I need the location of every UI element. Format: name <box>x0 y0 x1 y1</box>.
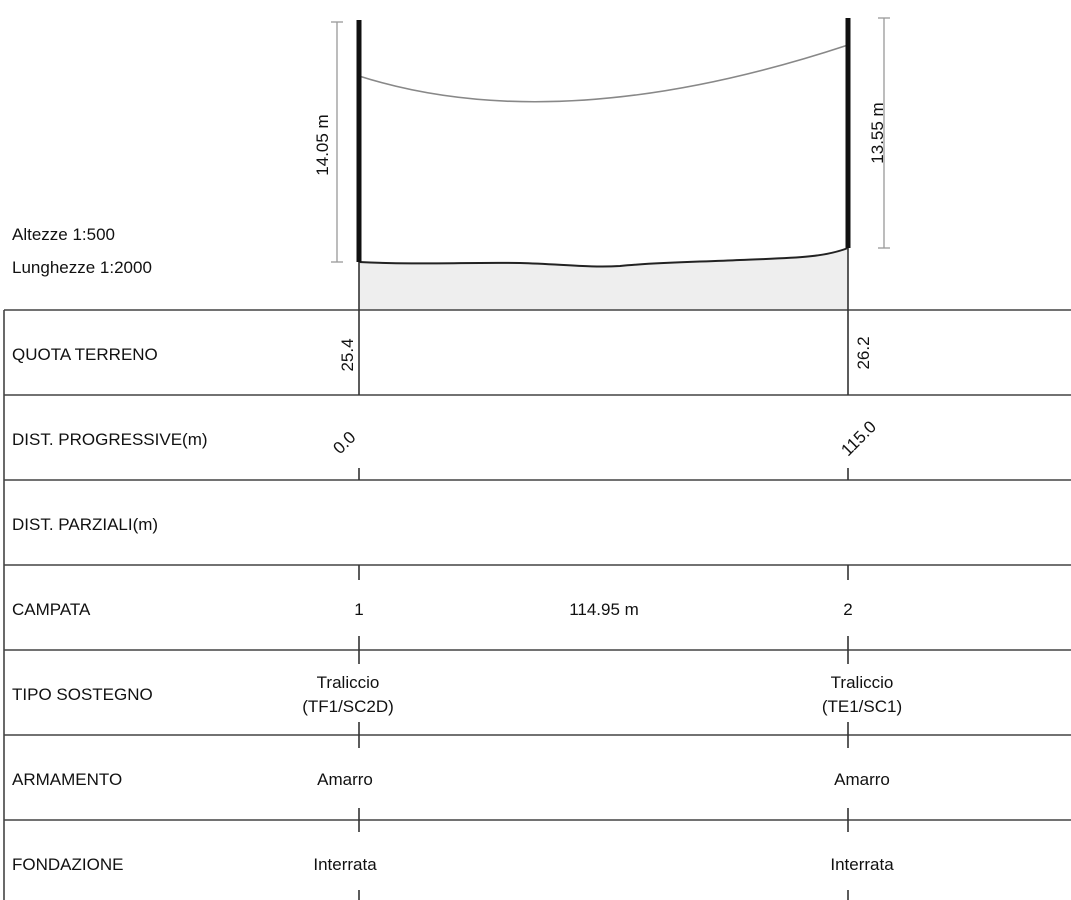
span-length: 114.95 m <box>569 600 639 619</box>
support-2-height-label: 13.55 m <box>868 102 887 163</box>
profile-table <box>3 309 1071 900</box>
support-2-type-line2: (TE1/SC1) <box>822 697 902 716</box>
support-1-height-dimension <box>331 21 343 263</box>
row-label-progressive: DIST. PROGRESSIVE(m) <box>12 430 208 449</box>
support-2-progressive: 115.0 <box>837 417 880 460</box>
scale-heights: Altezze 1:500 <box>12 225 115 244</box>
support-1-ground-elevation: 25.4 <box>338 338 357 371</box>
ground-profile <box>359 248 848 310</box>
support-2-armamento: Amarro <box>834 770 890 789</box>
support-2-ground-elevation: 26.2 <box>854 336 873 369</box>
support-1-height-label: 14.05 m <box>313 114 332 175</box>
support-2-type-line1: Traliccio <box>831 673 894 692</box>
support-2-number: 2 <box>843 600 852 619</box>
support-1-armamento: Amarro <box>317 770 373 789</box>
support-1-fondazione: Interrata <box>313 855 377 874</box>
row-label-tipo: TIPO SOSTEGNO <box>12 685 153 704</box>
support-2-fondazione: Interrata <box>830 855 894 874</box>
conductor-catenary <box>358 44 849 103</box>
row-label-armamento: ARMAMENTO <box>12 770 122 789</box>
row-label-fondazione: FONDAZIONE <box>12 855 123 874</box>
row-label-quota: QUOTA TERRENO <box>12 345 158 364</box>
support-1-type-line1: Traliccio <box>317 673 380 692</box>
support-1-number: 1 <box>354 600 363 619</box>
support-1-progressive: 0.0 <box>329 428 359 458</box>
ground-line <box>358 247 849 268</box>
support-1-type-line2: (TF1/SC2D) <box>302 697 394 716</box>
support-station-lines <box>358 248 849 900</box>
row-label-parziali: DIST. PARZIALI(m) <box>12 515 158 534</box>
row-label-campata: CAMPATA <box>12 600 91 619</box>
scale-lengths: Lunghezze 1:2000 <box>12 258 152 277</box>
support-2-height-dimension <box>878 17 890 249</box>
